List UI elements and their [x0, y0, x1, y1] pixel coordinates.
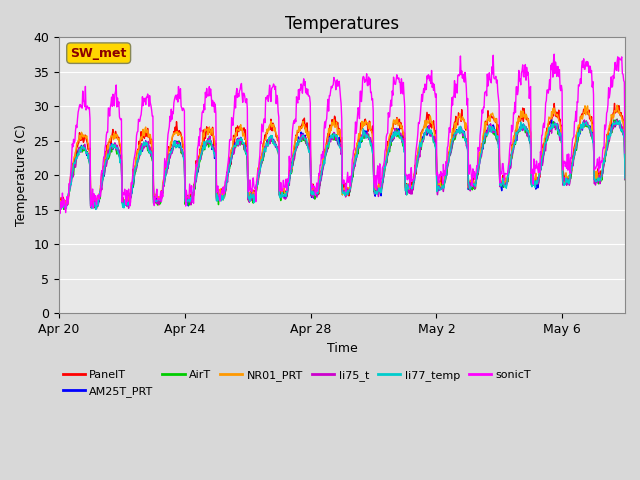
PanelT [621, 166, 629, 172]
PanelT [189, 197, 196, 203]
Y-axis label: Temperature (C): Temperature (C) [15, 124, 28, 226]
NR01_PRT [76, 134, 84, 140]
AirT [376, 183, 384, 189]
AirT [55, 203, 63, 208]
NR01_PRT [292, 133, 300, 139]
Line: li75_t: li75_t [59, 120, 625, 209]
PanelT [376, 184, 384, 190]
li77_temp [292, 146, 300, 152]
AM25T_PRT [76, 146, 84, 152]
NR01_PRT [613, 102, 621, 108]
li75_t [61, 206, 69, 212]
Line: NR01_PRT: NR01_PRT [59, 105, 625, 209]
li75_t [292, 147, 300, 153]
li77_temp [513, 132, 521, 137]
AirT [292, 144, 300, 150]
NR01_PRT [57, 206, 65, 212]
PanelT [262, 134, 269, 140]
li75_t [376, 187, 384, 192]
li75_t [513, 130, 521, 136]
li77_temp [262, 149, 269, 155]
PanelT [55, 198, 63, 204]
AirT [76, 144, 84, 150]
sonicT [513, 84, 521, 89]
AirT [513, 132, 521, 138]
AirT [621, 177, 629, 182]
li75_t [76, 148, 84, 154]
li77_temp [376, 186, 384, 192]
sonicT [262, 95, 269, 101]
Title: Temperatures: Temperatures [285, 15, 399, 33]
AM25T_PRT [376, 189, 384, 195]
sonicT [550, 51, 558, 57]
li75_t [55, 201, 63, 206]
AM25T_PRT [513, 138, 521, 144]
AirT [262, 144, 269, 150]
NR01_PRT [513, 119, 521, 125]
li77_temp [92, 206, 100, 212]
AirT [189, 195, 196, 201]
li75_t [189, 195, 196, 201]
li77_temp [621, 175, 629, 181]
AM25T_PRT [292, 147, 300, 153]
li77_temp [616, 118, 623, 123]
Text: SW_met: SW_met [70, 47, 127, 60]
X-axis label: Time: Time [326, 342, 358, 355]
PanelT [611, 100, 618, 106]
AM25T_PRT [61, 206, 68, 212]
AM25T_PRT [621, 174, 629, 180]
Line: AM25T_PRT: AM25T_PRT [59, 120, 625, 209]
AM25T_PRT [262, 146, 269, 152]
sonicT [376, 184, 384, 190]
sonicT [55, 194, 63, 200]
NR01_PRT [376, 190, 384, 195]
AirT [613, 116, 621, 122]
AirT [60, 206, 68, 212]
AM25T_PRT [189, 195, 196, 201]
li77_temp [189, 190, 196, 196]
PanelT [513, 120, 521, 126]
sonicT [56, 211, 63, 216]
Line: sonicT: sonicT [59, 54, 625, 214]
sonicT [292, 119, 300, 125]
NR01_PRT [621, 167, 629, 172]
AM25T_PRT [55, 205, 63, 211]
PanelT [76, 130, 83, 136]
sonicT [189, 198, 196, 204]
Line: AirT: AirT [59, 119, 625, 209]
AM25T_PRT [548, 117, 556, 122]
sonicT [621, 150, 629, 156]
li75_t [621, 177, 629, 182]
li77_temp [55, 204, 63, 209]
Line: li77_temp: li77_temp [59, 120, 625, 209]
li75_t [613, 117, 621, 122]
NR01_PRT [262, 137, 269, 143]
NR01_PRT [55, 200, 63, 206]
PanelT [88, 204, 95, 210]
sonicT [76, 102, 84, 108]
PanelT [292, 132, 300, 138]
Legend: PanelT, AM25T_PRT, AirT, NR01_PRT, li75_t, li77_temp, sonicT: PanelT, AM25T_PRT, AirT, NR01_PRT, li75_… [58, 366, 536, 401]
NR01_PRT [189, 191, 196, 197]
li75_t [262, 145, 269, 151]
li77_temp [76, 147, 83, 153]
Line: PanelT: PanelT [59, 103, 625, 207]
